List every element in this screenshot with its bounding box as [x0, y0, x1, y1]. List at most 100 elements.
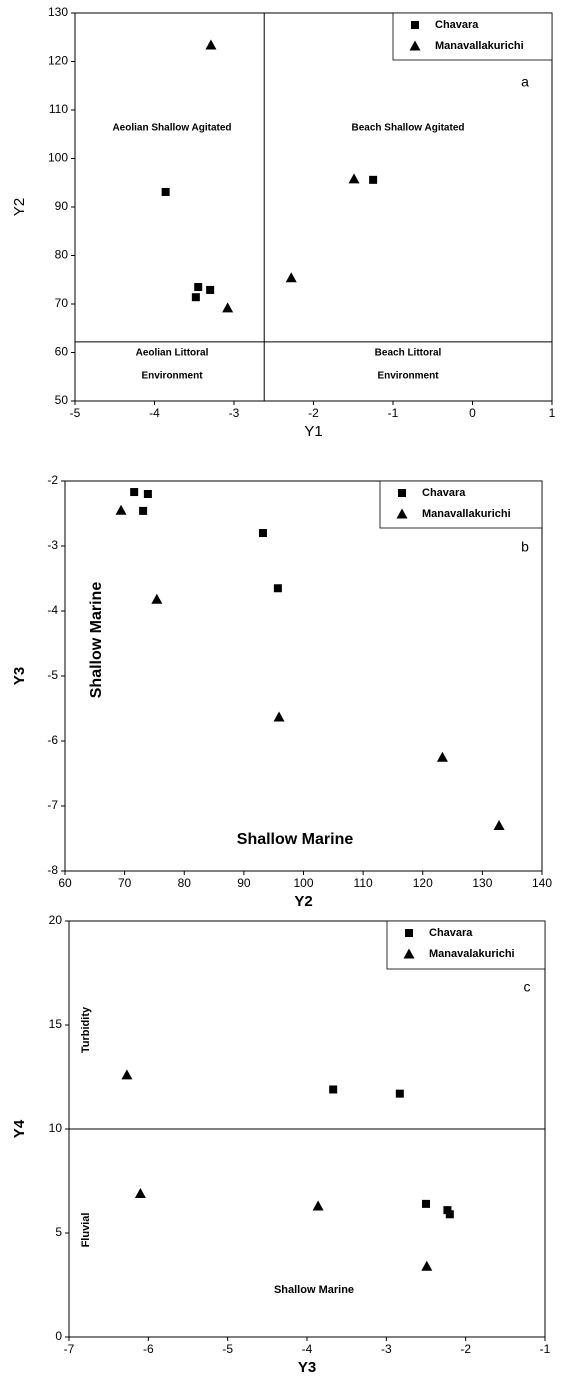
- marker-triangle: [348, 173, 360, 184]
- y-tick-label: 130: [48, 5, 68, 19]
- marker-square: [422, 1199, 430, 1208]
- y-tick-label: -3: [47, 538, 58, 552]
- x-tick-label: -7: [64, 1342, 75, 1356]
- marker-square: [445, 1210, 454, 1219]
- marker-square: [130, 488, 139, 497]
- x-tick-label: 70: [118, 876, 132, 890]
- y-tick-label: 20: [49, 913, 63, 927]
- legend-box: [392, 12, 553, 61]
- marker-square: [443, 1206, 452, 1215]
- y-tick-label: 0: [55, 1329, 62, 1343]
- marker-square: [191, 293, 200, 302]
- y-axis-label: Y4: [11, 1119, 28, 1138]
- x-tick-label: -2: [460, 1342, 471, 1356]
- annotation: Shallow Marine: [274, 1284, 354, 1296]
- marker-triangle: [436, 751, 448, 762]
- marker-triangle: [134, 1187, 146, 1198]
- legend-marker: [405, 929, 413, 937]
- y-tick-label: 110: [49, 102, 68, 116]
- x-tick-label: -2: [308, 406, 319, 420]
- y-tick-label: -4: [47, 603, 58, 617]
- legend-marker: [411, 21, 419, 29]
- y-tick-label: -5: [47, 668, 58, 682]
- x-tick-label: 60: [58, 876, 72, 890]
- marker-triangle: [205, 39, 217, 50]
- marker-square: [258, 529, 267, 537]
- y-tick-label: 80: [55, 248, 69, 262]
- x-tick-label: -5: [222, 1342, 233, 1356]
- x-tick-label: 140: [532, 876, 552, 890]
- marker-triangle: [222, 302, 234, 313]
- x-tick-label: 110: [354, 876, 373, 890]
- y-tick-label: 50: [55, 393, 69, 407]
- x-tick-label: -3: [381, 1342, 392, 1356]
- annotation: Aeolian Littoral: [136, 348, 209, 359]
- y-tick-label: 90: [55, 199, 69, 213]
- x-axis-label: Y3: [298, 1359, 316, 1376]
- y-tick-label: 100: [48, 151, 68, 165]
- x-tick-label: -4: [149, 406, 160, 420]
- marker-triangle: [121, 1069, 133, 1080]
- legend-box: [379, 480, 543, 529]
- y-tick-label: -2: [47, 473, 58, 487]
- marker-triangle: [115, 504, 127, 515]
- annotation: c: [524, 979, 531, 995]
- marker-triangle: [421, 1260, 433, 1271]
- marker-square: [273, 584, 282, 593]
- marker-square: [395, 1089, 404, 1098]
- y-tick-label: 10: [49, 1121, 63, 1135]
- marker-square: [369, 175, 378, 184]
- y-tick-label: -7: [47, 798, 58, 812]
- y-tick-label: -8: [47, 863, 58, 877]
- x-tick-label: -1: [388, 406, 399, 420]
- legend-marker: [398, 489, 406, 497]
- legend-label: Manavallakurichi: [435, 40, 524, 52]
- y-tick-label: 15: [49, 1017, 63, 1031]
- x-tick-label: 0: [469, 406, 476, 420]
- annotation: Beach Littoral: [375, 348, 442, 359]
- x-tick-label: -5: [70, 406, 81, 420]
- x-axis-label: Y1: [304, 423, 322, 440]
- marker-triangle: [151, 593, 163, 604]
- plot-frame: [74, 12, 553, 402]
- annotation: b: [521, 539, 529, 555]
- marker-square: [194, 283, 203, 292]
- x-tick-label: 130: [472, 876, 492, 890]
- x-tick-label: 120: [413, 876, 433, 890]
- annotation: Environment: [377, 371, 439, 382]
- x-tick-label: 80: [178, 876, 192, 890]
- x-tick-label: -1: [540, 1342, 551, 1356]
- legend-label: Chavara: [429, 927, 473, 939]
- annotation: Shallow Marine: [88, 582, 105, 699]
- legend-label: Manavalakurichi: [429, 948, 515, 960]
- marker-triangle: [273, 711, 285, 722]
- x-axis-label: Y2: [294, 893, 312, 910]
- marker-triangle: [285, 272, 297, 283]
- marker-square: [161, 187, 170, 196]
- x-tick-label: -4: [302, 1342, 313, 1356]
- legend-marker: [409, 40, 421, 51]
- y-axis-label: Y2: [11, 198, 28, 216]
- annotation: Environment: [141, 371, 203, 382]
- y-tick-label: 5: [55, 1225, 62, 1239]
- marker-triangle: [493, 820, 505, 830]
- legend-marker: [396, 508, 408, 519]
- annotation: Turbidity: [80, 1006, 92, 1053]
- marker-square: [206, 285, 215, 294]
- legend-label: Chavara: [435, 19, 479, 31]
- x-tick-label: -6: [143, 1342, 154, 1356]
- legend-box: [386, 920, 546, 970]
- marker-triangle: [312, 1200, 324, 1211]
- y-tick-label: 70: [55, 296, 69, 310]
- legend-marker: [403, 948, 415, 959]
- annotation: Shallow Marine: [237, 831, 354, 848]
- marker-square: [139, 506, 148, 515]
- annotation: Fluvial: [80, 1213, 92, 1248]
- y-tick-label: -6: [47, 733, 58, 747]
- annotation: Beach Shallow Agitated: [352, 123, 465, 134]
- x-tick-label: 90: [237, 876, 251, 890]
- annotation: Aeolian Shallow Agitated: [112, 123, 231, 134]
- marker-square: [329, 1085, 338, 1094]
- annotation: a: [521, 74, 529, 90]
